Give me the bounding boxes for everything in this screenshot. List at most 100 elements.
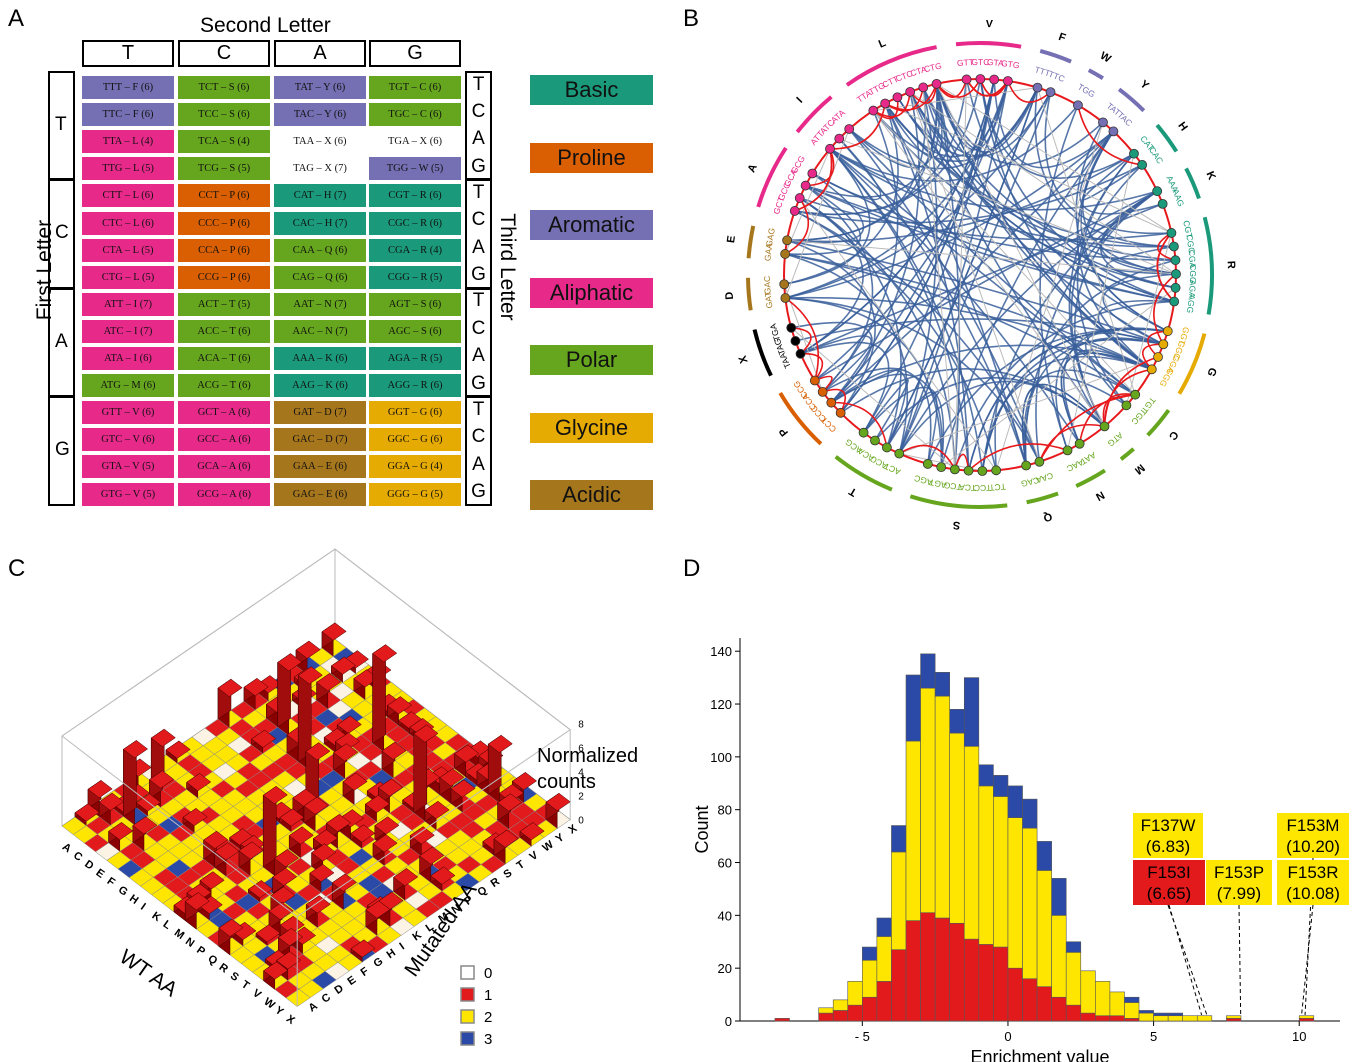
third-letter-label: T	[472, 398, 485, 420]
mutation-link	[967, 328, 1168, 471]
y-tick-label: 120	[710, 697, 732, 712]
y-tick-label: 80	[718, 803, 732, 818]
mutation-link	[898, 190, 1158, 454]
codon-cell: GGG – G (5)	[369, 482, 461, 506]
codon-cell: TGT – C (6)	[369, 76, 461, 99]
mutation-link	[786, 239, 876, 414]
bar-top	[342, 772, 368, 791]
codon-cell: AGA – R (5)	[369, 347, 461, 370]
codon-label: GAG	[764, 227, 777, 247]
mutation-link	[1060, 352, 1153, 445]
synonymous-link	[873, 87, 1038, 112]
histogram-bar	[905, 674, 921, 742]
group-arc	[834, 455, 893, 492]
codon-cell: ACT – T (5)	[178, 292, 270, 316]
codon-cell: TCA – S (4)	[178, 130, 270, 154]
codon-cell: CTC – L (6)	[82, 211, 174, 235]
panel-label-a: A	[8, 5, 25, 32]
single-mutation-link	[1007, 80, 1052, 103]
codon-cell: CCA – P (6)	[178, 238, 270, 262]
bar-top	[350, 939, 376, 958]
histogram-bar	[1182, 1015, 1198, 1022]
y-axis-label: Count	[692, 805, 712, 853]
single-mutation-link	[935, 78, 982, 98]
x-axis-label: Enrichment value	[970, 1047, 1109, 1062]
histogram-bar	[920, 653, 936, 689]
group-arc	[752, 329, 773, 377]
single-mutation-link	[831, 401, 888, 448]
mutation-link	[805, 184, 1175, 303]
mutated-tick-label: A	[307, 1000, 320, 1014]
third-letter-label: T	[472, 182, 485, 204]
codon-cell: TCC – S (6)	[178, 103, 270, 127]
third-letter-label: T	[472, 290, 485, 312]
bar-top	[295, 640, 321, 659]
group-arc	[795, 95, 833, 134]
annotation-box: F153R (10.08)	[1277, 860, 1349, 905]
amino-acid-label: M	[1132, 461, 1147, 476]
codon-cell: ATT – I (7)	[82, 292, 174, 316]
bar-top	[439, 768, 465, 787]
legend-polar: Polar	[530, 345, 653, 375]
panel-label-c: C	[8, 555, 26, 582]
annotation-leader	[1167, 904, 1208, 1016]
codon-cell: GTC – V (6)	[82, 428, 174, 452]
mutation-link	[800, 335, 872, 393]
codon-node	[1098, 117, 1108, 128]
codon-cell: CCG – P (6)	[178, 265, 270, 289]
single-mutation-link	[968, 443, 1068, 472]
codon-cell: GAA – E (6)	[274, 455, 366, 479]
histogram-bar	[1051, 915, 1067, 998]
codon-node	[835, 407, 846, 418]
first-letter-label: A	[55, 330, 68, 352]
bar-top	[311, 843, 337, 862]
bar-top	[297, 666, 323, 685]
codon-node	[1099, 421, 1110, 432]
histogram-bar	[1167, 1012, 1184, 1017]
z-axis-label: counts	[537, 771, 596, 793]
codon-label: ACG	[843, 437, 864, 456]
mutated-tick-label: W	[541, 838, 557, 854]
histogram-bar	[1138, 1012, 1154, 1022]
histogram-bar	[1022, 978, 1038, 1022]
bar-top	[321, 622, 347, 641]
single-mutation-link	[829, 103, 886, 150]
codon-cell: CCT – P (6)	[178, 184, 270, 208]
mutation-link	[787, 172, 865, 244]
mutation-link	[800, 341, 890, 434]
codon-cell: GGT – G (6)	[369, 401, 461, 425]
histogram-bar	[905, 740, 921, 921]
codon-node	[782, 235, 792, 246]
histogram-bar	[1095, 981, 1111, 1017]
single-mutation-link	[794, 148, 833, 212]
codon-cell: GGA – G (4)	[369, 455, 461, 479]
codon-node	[1169, 296, 1180, 307]
z-tick-label: 4	[578, 768, 584, 779]
group-arc	[1155, 123, 1179, 153]
codon-label: CTG	[923, 60, 943, 74]
second-letter-title: Second Letter	[200, 14, 331, 37]
codon-node	[936, 462, 947, 473]
mutation-link	[829, 148, 1174, 248]
bar-top	[372, 644, 398, 663]
codon-cell: GAT – D (7)	[274, 401, 366, 425]
mutation-link	[1082, 130, 1177, 275]
codon-cell: CTT – L (6)	[82, 184, 174, 208]
histogram-bar	[1080, 1012, 1096, 1022]
third-letter-box	[465, 396, 492, 506]
mutated-tick-label: C	[320, 991, 333, 1005]
codon-node	[1171, 269, 1181, 279]
codon-cell: GCC – A (6)	[178, 428, 270, 452]
codon-label: AAC	[1065, 457, 1085, 474]
codon-cell: CGA – R (4)	[369, 238, 461, 262]
codon-cell: AGC – S (6)	[369, 319, 461, 343]
histogram-bar	[1036, 870, 1052, 987]
histogram-bar	[1022, 827, 1038, 980]
mutation-link	[1055, 337, 1164, 451]
mutation-link	[830, 130, 1114, 404]
histogram-bar	[1153, 1012, 1169, 1017]
codon-node	[870, 435, 880, 446]
codon-label: GGG	[1158, 366, 1176, 388]
mutated-tick-label: S	[502, 867, 515, 881]
codon-cell: CAT – H (7)	[274, 184, 366, 208]
